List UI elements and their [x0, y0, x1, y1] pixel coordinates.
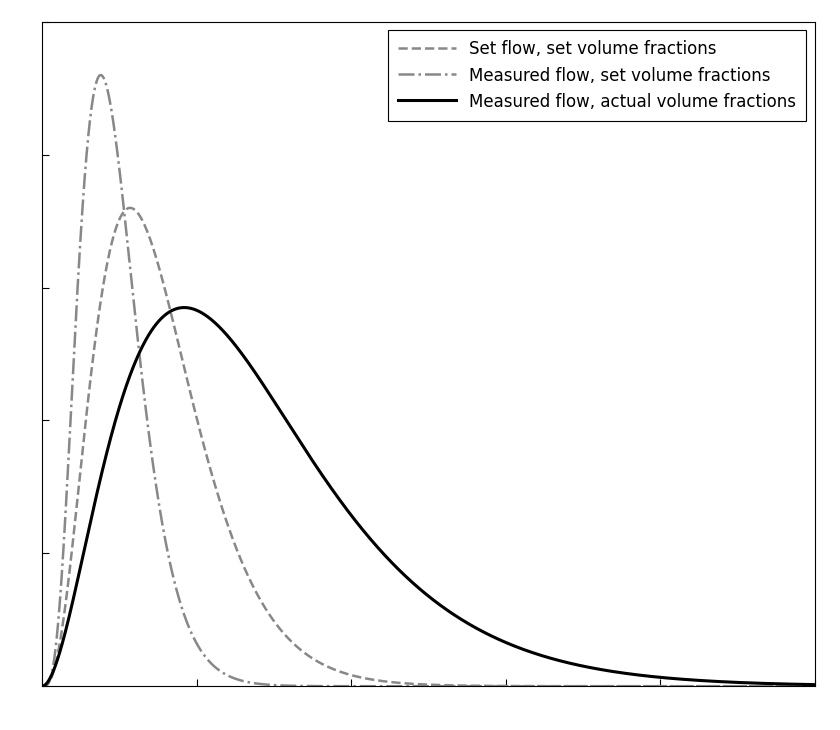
Measured flow, set volume fractions	[76, 220, 87, 228]
Set flow, set volume fractions	[392, 678, 402, 687]
Measured flow, actual volume fractions	[76, 558, 87, 567]
Measured flow, actual volume fractions	[788, 680, 798, 688]
Measured flow, set volume fractions	[788, 682, 798, 691]
Measured flow, actual volume fractions	[810, 680, 820, 689]
Line: Measured flow, actual volume fractions: Measured flow, actual volume fractions	[42, 307, 815, 686]
Measured flow, set volume fractions	[96, 71, 106, 80]
Measured flow, actual volume fractions	[413, 583, 423, 592]
Set flow, set volume fractions	[37, 682, 47, 691]
Set flow, set volume fractions	[810, 682, 820, 691]
Measured flow, set volume fractions	[810, 682, 820, 691]
Measured flow, actual volume fractions	[787, 680, 797, 688]
Line: Measured flow, set volume fractions: Measured flow, set volume fractions	[42, 75, 815, 686]
Legend: Set flow, set volume fractions, Measured flow, set volume fractions, Measured fl: Set flow, set volume fractions, Measured…	[388, 30, 806, 121]
Measured flow, actual volume fractions	[37, 682, 47, 691]
Set flow, set volume fractions	[788, 682, 798, 691]
Line: Set flow, set volume fractions: Set flow, set volume fractions	[42, 208, 815, 686]
Set flow, set volume fractions	[76, 457, 87, 466]
Measured flow, set volume fractions	[392, 682, 402, 691]
Measured flow, set volume fractions	[787, 682, 797, 691]
Set flow, set volume fractions	[646, 682, 656, 691]
Measured flow, actual volume fractions	[646, 672, 656, 681]
Measured flow, set volume fractions	[413, 682, 423, 691]
Measured flow, actual volume fractions	[392, 564, 402, 573]
Set flow, set volume fractions	[125, 204, 135, 212]
Measured flow, set volume fractions	[37, 682, 47, 691]
Measured flow, set volume fractions	[646, 682, 656, 691]
Set flow, set volume fractions	[413, 680, 423, 688]
Set flow, set volume fractions	[787, 682, 797, 691]
Measured flow, actual volume fractions	[179, 303, 189, 312]
